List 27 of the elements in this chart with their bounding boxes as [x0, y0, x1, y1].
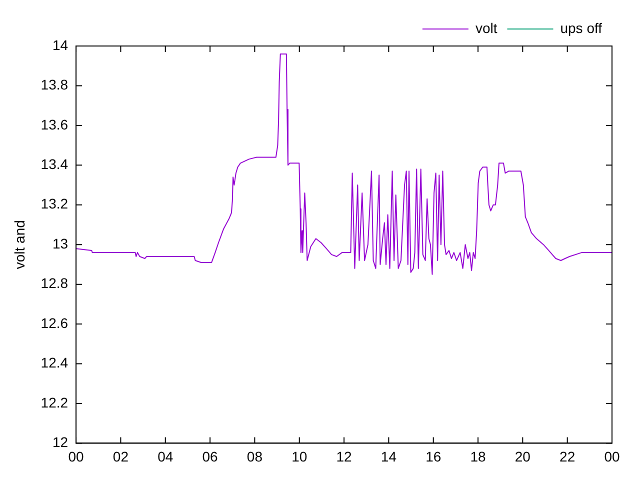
- x-tick-label: 12: [336, 448, 352, 464]
- y-tick-label: 12.4: [40, 354, 68, 371]
- y-tick-label: 13.2: [40, 196, 68, 212]
- y-tick-label: 12.2: [40, 394, 68, 410]
- x-tick-label: 22: [560, 448, 576, 464]
- x-tick-label: 04: [158, 448, 174, 464]
- x-tick-label: 00: [604, 448, 620, 464]
- x-tick-label: 02: [112, 448, 129, 464]
- y-tick-label: 13.8: [40, 76, 68, 93]
- legend-label: volt: [475, 20, 498, 36]
- y-tick-label: 13.4: [40, 156, 68, 172]
- x-tick-label: 20: [514, 448, 531, 464]
- y-tick-label: 12.8: [40, 275, 68, 292]
- legend-label: ups off: [560, 20, 602, 36]
- x-tick-label: 08: [246, 448, 263, 464]
- x-tick-label: 16: [426, 448, 442, 464]
- x-tick-label: 00: [68, 448, 84, 464]
- y-tick-label: 14: [52, 36, 68, 53]
- y-tick-label: 13: [52, 235, 68, 252]
- y-tick-label: 13.6: [40, 116, 68, 132]
- y-tick-label: 12.6: [40, 314, 68, 331]
- x-tick-label: 06: [202, 448, 218, 464]
- y-tick-label: 12: [52, 434, 68, 450]
- y-axis-title: volt and: [11, 220, 28, 270]
- x-tick-label: 10: [292, 448, 308, 464]
- x-tick-label: 18: [470, 448, 486, 464]
- x-tick-label: 14: [380, 448, 397, 464]
